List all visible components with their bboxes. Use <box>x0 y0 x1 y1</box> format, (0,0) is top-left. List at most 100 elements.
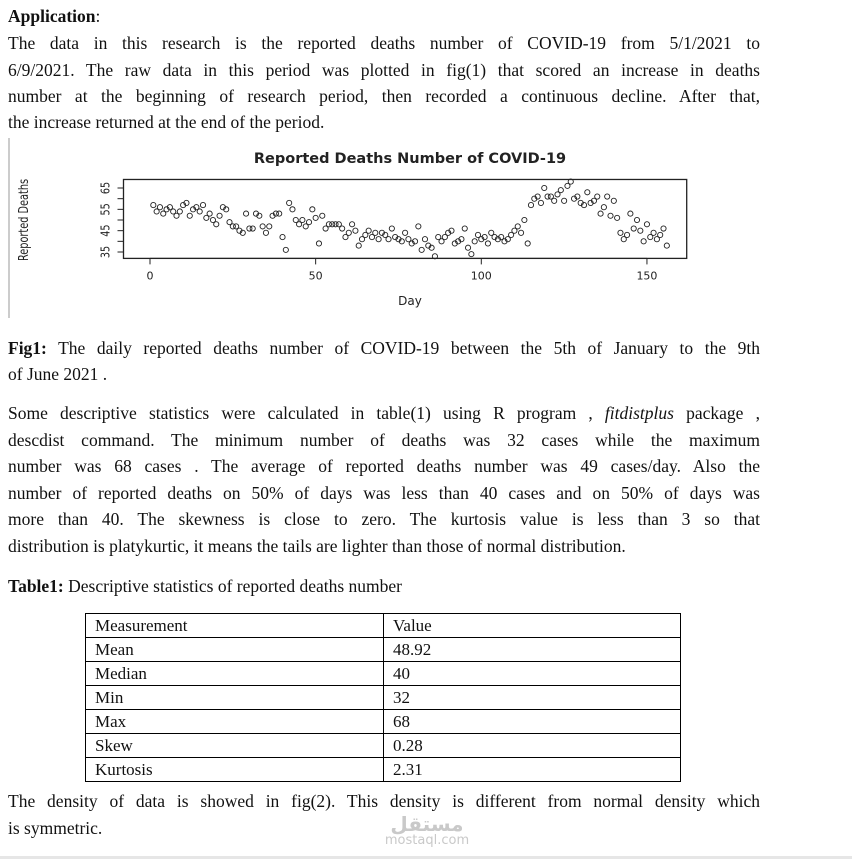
measurement-cell: Min <box>85 685 384 710</box>
data-point <box>557 187 564 194</box>
measurement-cell: Max <box>85 709 384 734</box>
figure-label: Fig1: <box>8 338 47 358</box>
intro-line: 6/9/2021. The raw data in this period wa… <box>8 60 760 80</box>
data-point <box>551 197 558 204</box>
stats-line: distribution is platykurtic, it means th… <box>8 536 626 556</box>
data-point <box>335 221 342 228</box>
divider <box>0 856 852 859</box>
value-cell: 0.28 <box>383 733 681 758</box>
data-point <box>590 197 597 204</box>
stats-line: Some descriptive statistics were calcula… <box>8 403 760 423</box>
data-point <box>365 227 372 234</box>
data-point <box>223 206 230 213</box>
chart-title: Reported Deaths Number of COVID-19 <box>254 151 566 167</box>
data-point <box>166 204 173 211</box>
table-row: Min 32 <box>85 685 681 710</box>
data-point <box>627 210 634 217</box>
data-point <box>349 221 356 228</box>
data-point <box>209 216 216 224</box>
data-point <box>256 212 263 219</box>
data-point <box>312 214 319 221</box>
data-point <box>468 251 475 258</box>
data-point <box>276 210 283 217</box>
data-point <box>541 184 548 192</box>
table-caption: Table1: Descriptive statistics of report… <box>8 576 402 596</box>
stats-line: more than 40. The skewness is close to z… <box>8 509 760 529</box>
measurement-cell: Mean <box>85 637 384 662</box>
data-point <box>402 229 409 236</box>
data-point <box>567 178 574 185</box>
data-point <box>610 197 617 204</box>
data-point <box>614 214 621 221</box>
section-heading: Application: <box>8 6 100 26</box>
heading-colon: : <box>95 6 101 26</box>
value-cell: 68 <box>383 709 681 734</box>
data-point <box>428 244 435 251</box>
package-name: fitdistplus <box>604 403 674 423</box>
data-point <box>246 225 253 232</box>
closing-line: is symmetric. <box>8 818 103 838</box>
table-label: Table1: <box>8 576 64 596</box>
y-tick-label: 65 <box>98 182 112 194</box>
data-point <box>554 191 561 198</box>
data-point <box>561 197 568 204</box>
data-point <box>607 212 614 219</box>
data-point <box>624 231 631 238</box>
data-point <box>514 223 521 230</box>
value-cell: 2.31 <box>383 757 681 782</box>
table-row: Kurtosis 2.31 <box>85 757 681 782</box>
data-point <box>282 246 289 253</box>
data-point <box>362 231 369 238</box>
data-point <box>352 227 359 234</box>
data-point <box>196 208 203 215</box>
data-point <box>385 236 392 243</box>
data-point <box>329 221 336 228</box>
data-point <box>345 229 352 236</box>
descriptive-stats-table: Measurement Value Mean 48.92 Median 40 Min 3… <box>85 613 681 782</box>
data-point <box>382 231 389 238</box>
data-point <box>604 193 611 200</box>
data-point <box>663 242 670 249</box>
data-point <box>199 202 207 209</box>
data-point <box>309 206 316 213</box>
data-point <box>289 206 296 213</box>
data-point <box>643 221 651 228</box>
data-point <box>617 229 624 236</box>
data-point <box>458 236 465 243</box>
data-point <box>547 193 554 200</box>
plot-frame <box>122 178 688 260</box>
data-point <box>597 210 604 217</box>
data-point <box>511 227 518 234</box>
data-point <box>292 216 299 224</box>
data-point <box>580 202 588 209</box>
measurement-cell: Median <box>85 661 384 686</box>
table-header-row: Measurement Value <box>85 613 681 638</box>
data-point <box>660 225 667 232</box>
y-tick-label: 35 <box>98 246 112 258</box>
watermark-arabic: مستقل <box>390 812 464 836</box>
data-point <box>438 238 445 245</box>
data-point <box>508 231 515 238</box>
y-tick-label: 45 <box>98 225 112 237</box>
data-point <box>156 204 163 211</box>
data-point <box>203 214 210 221</box>
data-point <box>527 202 535 209</box>
data-point <box>173 212 180 219</box>
data-point <box>421 236 429 243</box>
data-point <box>398 238 405 245</box>
intro-line: the increase returned at the end of the … <box>8 112 325 132</box>
x-tick-label: 100 <box>471 269 492 282</box>
data-point <box>431 253 438 260</box>
data-point <box>574 193 581 200</box>
data-point <box>358 236 366 243</box>
data-point <box>411 238 419 245</box>
figure-caption-text: The daily reported deaths number of COVI… <box>46 338 760 358</box>
data-point <box>630 225 637 232</box>
stats-line: descdist command. The minimum number of … <box>8 430 760 450</box>
data-point <box>150 202 157 209</box>
data-point <box>441 234 448 241</box>
table-caption-text: Descriptive statistics of reported death… <box>63 576 402 596</box>
data-point <box>355 242 362 249</box>
data-point <box>239 229 246 236</box>
data-point <box>534 193 541 200</box>
